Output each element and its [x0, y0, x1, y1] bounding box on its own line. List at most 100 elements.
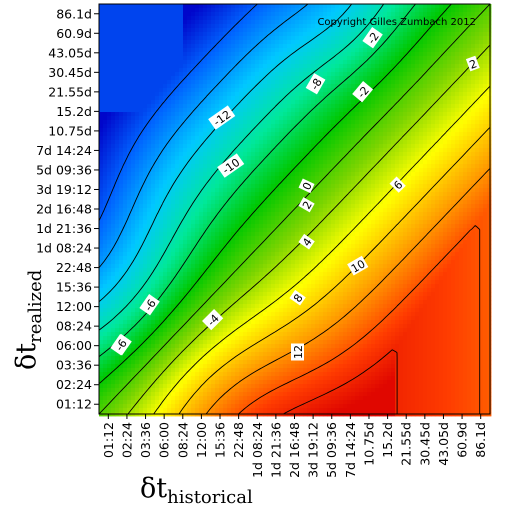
heatmap-cell	[163, 40, 168, 45]
heatmap-cell	[331, 44, 336, 49]
heatmap-cell	[471, 152, 476, 157]
heatmap-cell	[115, 56, 120, 61]
heatmap-cell	[195, 204, 200, 209]
heatmap-cell	[191, 160, 196, 165]
heatmap-cell	[443, 184, 448, 189]
heatmap-cell	[195, 156, 200, 161]
heatmap-cell	[343, 40, 348, 45]
heatmap-cell	[347, 196, 352, 201]
heatmap-cell	[427, 132, 432, 137]
heatmap-cell	[243, 196, 248, 201]
heatmap-cell	[415, 72, 420, 77]
heatmap-cell	[439, 100, 444, 105]
heatmap-cell	[383, 140, 388, 145]
heatmap-cell	[383, 96, 388, 101]
heatmap-cell	[403, 196, 408, 201]
heatmap-cell	[231, 76, 236, 81]
heatmap-cell	[367, 160, 372, 165]
heatmap-cell	[391, 200, 396, 205]
heatmap-cell	[159, 88, 164, 93]
heatmap-cell	[139, 152, 144, 157]
heatmap-cell	[111, 180, 116, 185]
heatmap-cell	[295, 180, 300, 185]
heatmap-cell	[327, 188, 332, 193]
heatmap-cell	[339, 176, 344, 181]
heatmap-cell	[103, 88, 108, 93]
heatmap-cell	[343, 160, 348, 165]
heatmap-cell	[419, 80, 424, 85]
heatmap-cell	[151, 56, 156, 61]
heatmap-cell	[323, 164, 328, 169]
heatmap-cell	[351, 164, 356, 169]
heatmap-cell	[203, 204, 208, 209]
heatmap-cell	[387, 96, 392, 101]
heatmap-cell	[431, 24, 436, 29]
heatmap-cell	[195, 68, 200, 73]
heatmap-cell	[243, 60, 248, 65]
heatmap-cell	[155, 172, 160, 177]
heatmap-cell	[211, 168, 216, 173]
heatmap-cell	[195, 60, 200, 65]
heatmap-cell	[171, 120, 176, 125]
heatmap-cell	[251, 60, 256, 65]
heatmap-cell	[167, 88, 172, 93]
heatmap-cell	[479, 140, 484, 145]
heatmap-cell	[131, 124, 136, 129]
heatmap-cell	[335, 120, 340, 125]
heatmap-cell	[111, 84, 116, 89]
heatmap-cell	[315, 188, 320, 193]
heatmap-cell	[203, 48, 208, 53]
heatmap-cell	[403, 204, 408, 209]
heatmap-cell	[135, 88, 140, 93]
heatmap-cell	[451, 56, 456, 61]
heatmap-cell	[403, 16, 408, 21]
heatmap-cell	[131, 8, 136, 13]
heatmap-cell	[483, 120, 488, 125]
heatmap-cell	[351, 176, 356, 181]
heatmap-cell	[139, 148, 144, 153]
heatmap-cell	[307, 152, 312, 157]
heatmap-cell	[347, 172, 352, 177]
heatmap-cell	[239, 172, 244, 177]
heatmap-cell	[443, 104, 448, 109]
heatmap-cell	[267, 24, 272, 29]
heatmap-cell	[395, 104, 400, 109]
heatmap-cell	[139, 176, 144, 181]
heatmap-cell	[171, 172, 176, 177]
heatmap-cell	[275, 68, 280, 73]
heatmap-cell	[147, 132, 152, 137]
heatmap-cell	[99, 48, 104, 53]
heatmap-cell	[171, 100, 176, 105]
heatmap-cell	[427, 140, 432, 145]
heatmap-cell	[143, 40, 148, 45]
heatmap-cell	[315, 72, 320, 77]
heatmap-cell	[123, 148, 128, 153]
heatmap-cell	[283, 88, 288, 93]
heatmap-cell	[191, 76, 196, 81]
heatmap-cell	[407, 16, 412, 21]
heatmap-cell	[411, 24, 416, 29]
heatmap-cell	[243, 160, 248, 165]
heatmap-cell	[423, 120, 428, 125]
heatmap-cell	[303, 52, 308, 57]
heatmap-cell	[175, 172, 180, 177]
heatmap-cell	[295, 120, 300, 125]
heatmap-cell	[463, 184, 468, 189]
heatmap-cell	[399, 116, 404, 121]
heatmap-cell	[99, 144, 104, 149]
heatmap-cell	[319, 196, 324, 201]
heatmap-cell	[271, 28, 276, 33]
heatmap-cell	[259, 12, 264, 17]
heatmap-cell	[455, 156, 460, 161]
heatmap-cell	[327, 36, 332, 41]
heatmap-cell	[407, 44, 412, 49]
heatmap-cell	[487, 12, 492, 17]
heatmap-cell	[415, 204, 420, 209]
heatmap-cell	[267, 116, 272, 121]
heatmap-cell	[143, 176, 148, 181]
heatmap-cell	[419, 32, 424, 37]
heatmap-cell	[487, 108, 492, 113]
heatmap-cell	[219, 180, 224, 185]
heatmap-cell	[107, 156, 112, 161]
heatmap-cell	[115, 168, 120, 173]
